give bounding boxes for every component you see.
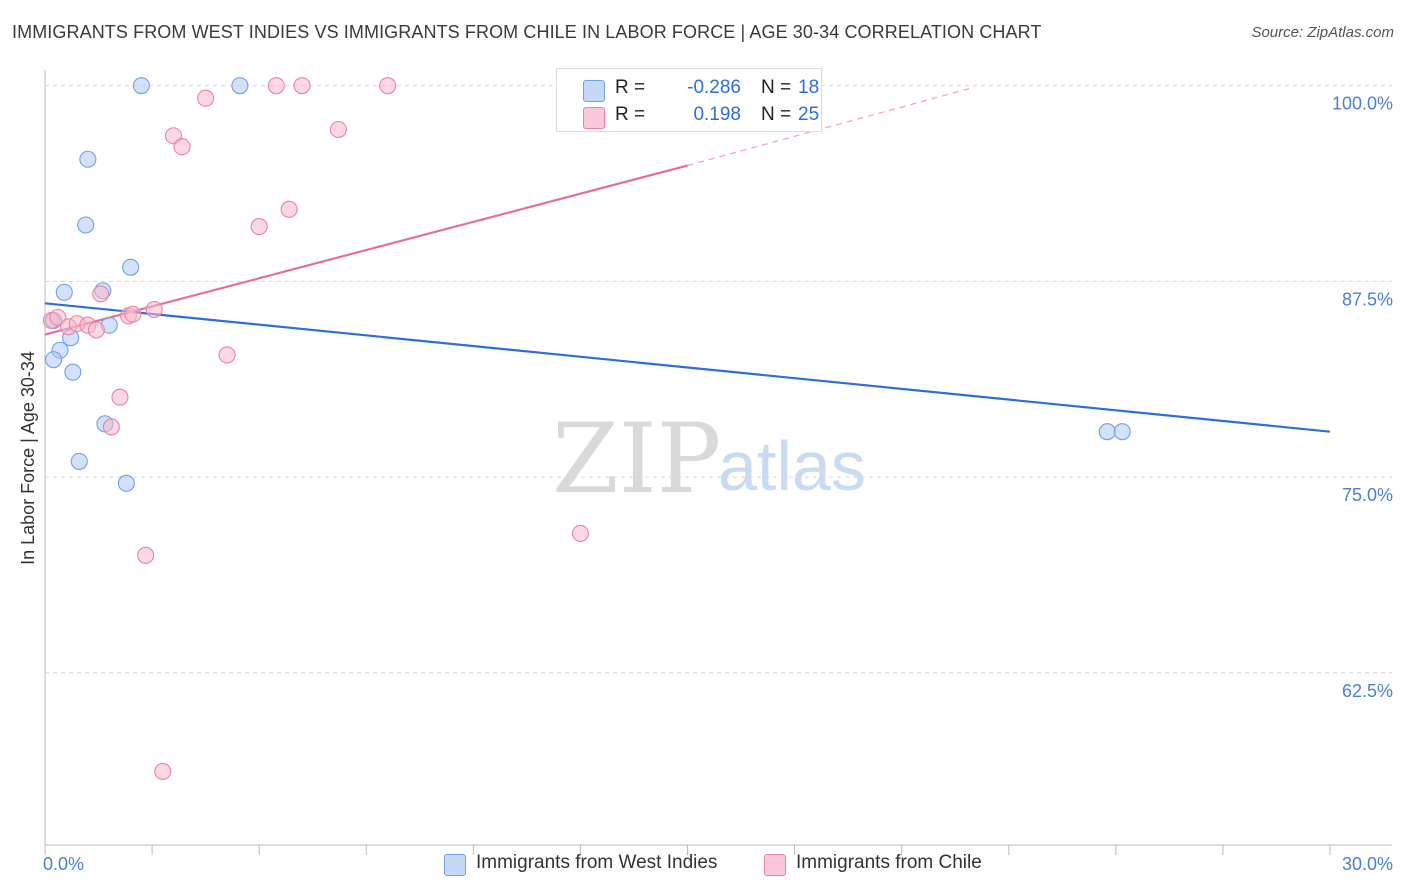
r-label: R = [615, 77, 646, 98]
trend-line [44, 164, 688, 336]
tick-labels: 62.5% 75.0% 87.5% 100.0% 0.0% 30.0% [43, 94, 1393, 874]
y-tick-label: 100.0% [1332, 94, 1393, 114]
point-west-indies [55, 283, 73, 301]
gridlines [45, 85, 1392, 674]
data-points [42, 77, 1131, 780]
x-tick-label: 0.0% [43, 854, 84, 874]
point-west-indies [1098, 423, 1116, 441]
point-chile [329, 120, 347, 139]
point-chile [102, 418, 120, 436]
point-west-indies [117, 474, 135, 492]
point-chile [145, 300, 163, 319]
point-chile [111, 388, 129, 406]
legend-label-chile: Immigrants from Chile [796, 852, 982, 873]
stats-legend: R = -0.286 N = 18 R = 0.198 N = 25 [556, 68, 822, 132]
trend-line [44, 302, 1331, 433]
y-tick-label: 87.5% [1342, 289, 1393, 309]
watermark-atlas: atlas [718, 427, 866, 505]
swatch-west-indies [583, 80, 605, 102]
point-chile [280, 200, 298, 218]
point-chile [293, 77, 311, 95]
legend-label-west-indies: Immigrants from West Indies [476, 852, 718, 873]
legend-swatch-west-indies [444, 854, 466, 876]
point-chile [267, 77, 285, 95]
point-chile [124, 305, 142, 323]
r-label: R = [615, 104, 646, 125]
point-chile [137, 546, 155, 564]
point-chile [197, 89, 215, 107]
y-axis-label: In Labor Force | Age 30-34 [18, 351, 38, 565]
point-chile [49, 308, 67, 326]
point-chile [154, 762, 172, 780]
point-west-indies [45, 351, 63, 369]
trend-lines [44, 86, 1331, 433]
watermark: ZIP atlas [552, 403, 866, 515]
n-label: N = [761, 77, 792, 98]
point-west-indies [132, 77, 150, 95]
trend-line-extension [687, 86, 975, 167]
point-west-indies [231, 77, 249, 95]
x-tick-label: 30.0% [1342, 854, 1393, 874]
swatch-chile [583, 107, 605, 129]
r-value: -0.286 [687, 77, 741, 98]
point-chile [173, 138, 191, 156]
y-tick-label: 75.0% [1342, 485, 1393, 505]
point-chile [379, 77, 397, 95]
point-chile [87, 321, 105, 339]
r-value: 0.198 [693, 104, 741, 125]
watermark-zip: ZIP [552, 403, 721, 515]
chart-title: IMMIGRANTS FROM WEST INDIES VS IMMIGRANT… [12, 22, 1042, 42]
n-value: 25 [798, 104, 820, 125]
point-west-indies [79, 150, 97, 168]
legend-swatch-chile [764, 854, 786, 876]
point-west-indies [122, 258, 140, 276]
point-west-indies [1113, 423, 1131, 441]
point-chile [250, 218, 268, 236]
y-tick-label: 62.5% [1342, 681, 1393, 701]
n-label: N = [761, 104, 792, 125]
point-west-indies [70, 452, 88, 470]
point-west-indies [77, 216, 95, 234]
point-chile [92, 285, 110, 303]
n-value: 18 [798, 77, 820, 98]
source-label: Source: ZipAtlas.com [1251, 24, 1394, 41]
point-chile [218, 346, 236, 364]
axes [44, 70, 1392, 855]
point-west-indies [64, 363, 82, 381]
point-chile [571, 524, 589, 542]
